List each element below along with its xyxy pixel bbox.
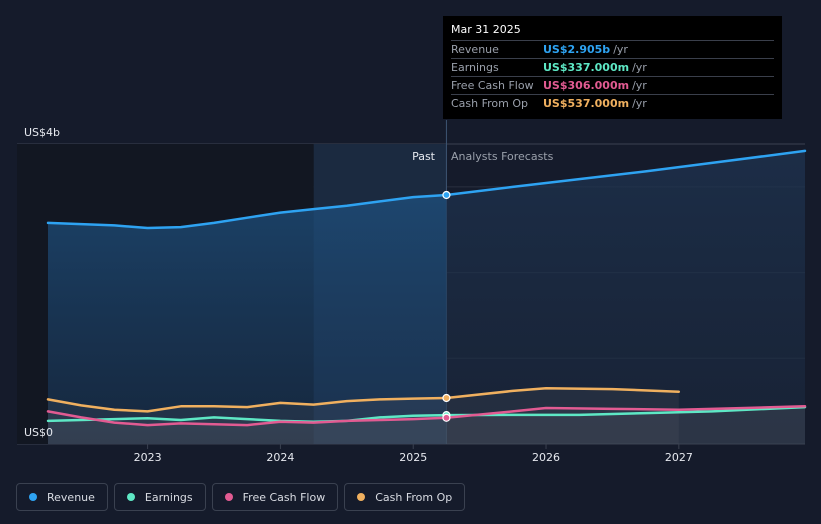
tooltip-row-unit: /yr — [632, 97, 647, 110]
x-tick-label: 2026 — [532, 451, 560, 464]
earnings-area — [48, 407, 805, 444]
legend-dot-icon — [126, 493, 135, 501]
legend-item-label: Earnings — [144, 490, 193, 504]
legend-item-free-cash-flow[interactable]: Free Cash Flow — [211, 483, 339, 511]
legend-item-label: Revenue — [47, 490, 95, 504]
legend-item-earnings[interactable]: Earnings — [113, 483, 206, 511]
past-label: Past — [412, 150, 436, 163]
legend-item-cash-from-op[interactable]: Cash From Op — [344, 483, 466, 511]
cash-from-op-line — [46, 387, 681, 413]
tooltip-row-unit: /yr — [632, 61, 647, 74]
tooltip-date: Mar 31 2025 — [451, 23, 521, 36]
x-tick-label: 2027 — [665, 451, 693, 464]
forecast-label: Analysts Forecasts — [451, 150, 554, 163]
revenue-marker — [442, 190, 451, 200]
tooltip-row-label: Revenue — [451, 43, 499, 56]
tooltip-row: Free Cash Flow US$306.000m/yr — [451, 76, 774, 94]
tooltip: Mar 31 2025 Revenue US$2.905b/yr Earnings U… — [443, 16, 782, 119]
legend-dot-icon — [357, 493, 366, 501]
cash-from-op-area — [48, 388, 679, 444]
free-cash-flow-line — [46, 405, 807, 427]
revenue-forecast-area — [446, 150, 805, 444]
cash-from-op-marker — [442, 393, 451, 403]
legend-item-label: Cash From Op — [375, 490, 453, 504]
tooltip-row-value: US$537.000m — [543, 97, 630, 110]
markers — [442, 190, 451, 422]
legend: Revenue Earnings Free Cash Flow Cash From O… — [16, 483, 466, 511]
tooltip-row-unit: /yr — [632, 79, 647, 92]
legend-dot-icon — [29, 493, 37, 501]
tooltip-row-value: US$306.000m — [543, 79, 630, 92]
tooltip-row-label: Free Cash Flow — [451, 79, 534, 92]
x-axis: 2023 2024 2025 2026 2027 — [134, 444, 693, 464]
x-tick-label: 2024 — [266, 451, 294, 464]
y-axis-top-label: US$4b — [24, 126, 60, 139]
areas — [48, 150, 805, 444]
tooltip-row-unit: /yr — [613, 43, 628, 56]
tooltip-row-label: Earnings — [451, 61, 499, 74]
tooltip-row: Earnings US$337.000m/yr — [451, 58, 774, 76]
tooltip-row-value: US$337.000m — [543, 61, 630, 74]
free-cash-flow-marker — [442, 413, 451, 422]
revenue-line — [46, 149, 807, 230]
tooltip-row: Cash From Op US$537.000m/yr — [451, 94, 774, 112]
free-cash-flow-area — [48, 406, 805, 444]
revenue-past-area — [48, 195, 447, 444]
tooltip-row-value: US$2.905b — [543, 43, 611, 56]
legend-dot-icon — [224, 493, 233, 501]
tooltip-row: Revenue US$2.905b/yr — [451, 40, 774, 58]
legend-item-revenue[interactable]: Revenue — [16, 483, 108, 511]
tooltip-row-label: Cash From Op — [451, 97, 529, 110]
x-tick-label: 2025 — [399, 451, 427, 464]
x-tick-label: 2023 — [134, 451, 162, 464]
y-axis-bottom-label: US$0 — [24, 426, 53, 439]
lines — [46, 149, 807, 427]
legend-item-label: Free Cash Flow — [242, 490, 326, 504]
